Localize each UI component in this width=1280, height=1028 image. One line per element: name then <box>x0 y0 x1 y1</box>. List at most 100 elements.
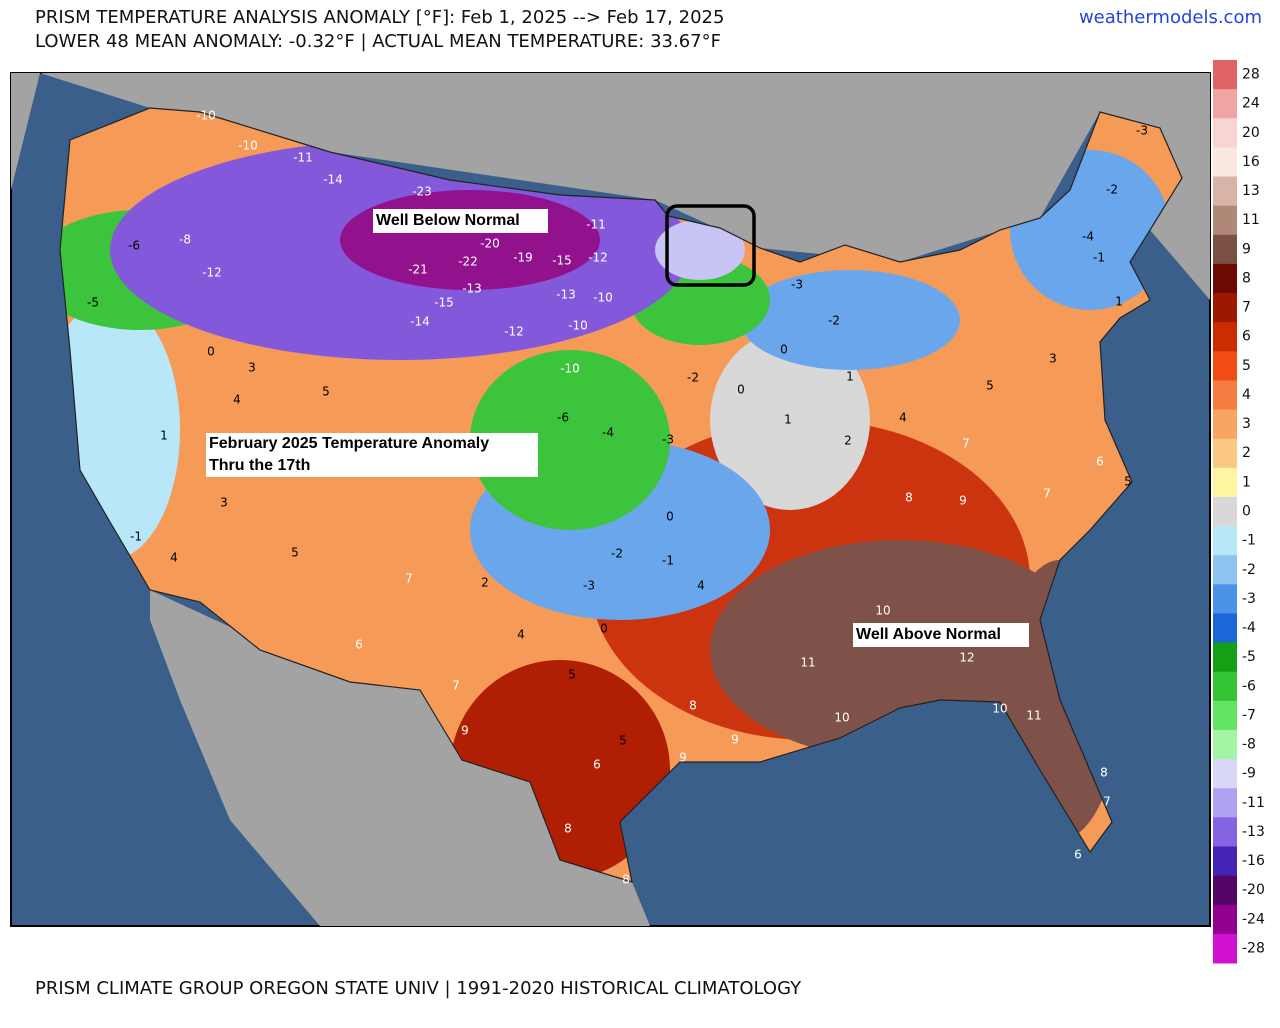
station-value: 2 <box>844 434 852 448</box>
station-value: 5 <box>322 385 330 399</box>
colorbar-label: 7 <box>1242 300 1251 316</box>
station-value: 0 <box>600 622 608 636</box>
colorbar-swatch <box>1213 846 1237 877</box>
colorbar-swatch <box>1213 60 1237 90</box>
colorbar-swatch <box>1213 147 1237 178</box>
station-value: 7 <box>962 437 970 451</box>
colorbar-label: -24 <box>1242 911 1265 927</box>
station-value: -2 <box>687 371 699 385</box>
station-value: 10 <box>834 711 849 725</box>
station-value: -1 <box>130 530 142 544</box>
station-value: -10 <box>238 139 258 153</box>
colorbar-label: -5 <box>1242 649 1256 665</box>
station-value: 4 <box>697 579 705 593</box>
site-link[interactable]: weathermodels.com <box>1079 7 1262 28</box>
station-value: -2 <box>828 314 840 328</box>
station-value: 7 <box>1103 795 1111 809</box>
annotation: Well Above Normal <box>856 626 1001 643</box>
colorbar-label: -7 <box>1242 707 1256 723</box>
station-value: -10 <box>196 109 216 123</box>
colorbar-swatch <box>1213 205 1237 236</box>
colorbar-label: 2 <box>1242 445 1251 461</box>
station-value: -3 <box>1136 124 1148 138</box>
colorbar-swatch <box>1213 759 1237 789</box>
station-value: -2 <box>611 547 623 561</box>
colorbar-swatch <box>1213 613 1237 644</box>
station-value: 8 <box>905 491 913 505</box>
highlight-box <box>665 204 756 287</box>
station-value: 4 <box>233 393 241 407</box>
station-value: -13 <box>556 288 576 302</box>
station-value: 4 <box>899 411 907 425</box>
station-value: -10 <box>568 319 588 333</box>
colorbar-label: 6 <box>1242 329 1251 345</box>
annotation: Thru the 17th <box>209 457 310 474</box>
colorbar-swatch <box>1213 788 1237 818</box>
colorbar-swatch <box>1213 642 1237 673</box>
station-value: -11 <box>586 218 606 232</box>
station-value: 11 <box>1026 709 1041 723</box>
colorbar-swatch <box>1213 293 1237 323</box>
colorbar-label: 13 <box>1242 183 1260 199</box>
station-value: -1 <box>662 554 674 568</box>
station-value: 6 <box>1074 848 1082 862</box>
colorbar-label: -28 <box>1242 940 1265 956</box>
station-value: -6 <box>128 239 140 253</box>
station-value: -19 <box>513 251 533 265</box>
colorbar-label: -2 <box>1242 562 1256 578</box>
station-value: 8 <box>1100 766 1108 780</box>
station-value: -15 <box>434 296 454 310</box>
colorbar-label: 8 <box>1242 270 1251 286</box>
station-value: -4 <box>602 426 614 440</box>
station-value: -15 <box>552 254 572 268</box>
colorbar-label: -16 <box>1242 853 1265 869</box>
footer: PRISM CLIMATE GROUP OREGON STATE UNIV | … <box>35 978 802 999</box>
station-value: 3 <box>248 361 256 375</box>
colorbar-swatch <box>1213 526 1237 556</box>
colorbar-swatch <box>1213 555 1237 585</box>
canada <box>11 73 1210 300</box>
conus-border <box>59 107 1183 883</box>
station-value: 9 <box>959 494 967 508</box>
colorbar-label: 20 <box>1242 125 1260 141</box>
station-value: -1 <box>1093 251 1105 265</box>
station-value: 9 <box>461 724 469 738</box>
station-value: -20 <box>480 237 500 251</box>
colorbar-swatch <box>1213 817 1237 847</box>
annotation: February 2025 Temperature Anomaly <box>209 435 489 452</box>
annotation-box <box>206 433 538 477</box>
mexico <box>150 590 650 926</box>
station-value: -14 <box>323 173 343 187</box>
colorbar-swatch <box>1213 351 1237 381</box>
colorbar-label: -1 <box>1242 533 1256 549</box>
station-value: 7 <box>405 572 413 586</box>
map-labels: -10-10-11-14-23-20-22-21-19 -15 -12-11-13-… <box>87 109 1148 887</box>
station-value: 4 <box>517 628 525 642</box>
station-value: 11 <box>800 656 815 670</box>
colorbar-swatch <box>1213 933 1237 964</box>
colorbar-label: 3 <box>1242 416 1251 432</box>
station-value: -3 <box>583 579 595 593</box>
colorbar-label: 24 <box>1242 96 1260 112</box>
station-value: 2 <box>481 576 489 590</box>
annotation-box <box>373 209 548 233</box>
station-value: -6 <box>557 411 569 425</box>
colorbar-swatch <box>1213 496 1237 527</box>
station-value: 6 <box>1096 455 1104 469</box>
station-value: 7 <box>1043 487 1051 501</box>
colorbar-swatch <box>1213 438 1237 469</box>
map: -10-10-11-14-23-20-22-21-19 -15 -12-11-13-… <box>10 72 1211 927</box>
colorbar-swatch <box>1213 234 1237 265</box>
station-value: 3 <box>1049 352 1057 366</box>
station-value: 0 <box>780 343 788 357</box>
station-value: 9 <box>731 733 739 747</box>
colorbar-label: 11 <box>1242 212 1260 228</box>
station-value: 9 <box>679 751 687 765</box>
station-value: 6 <box>355 638 363 652</box>
station-value: 1 <box>784 413 792 427</box>
station-value: 8 <box>689 699 697 713</box>
colorbar-swatch <box>1213 671 1237 702</box>
station-value: -14 <box>410 315 430 329</box>
colorbar-swatch <box>1213 584 1237 614</box>
